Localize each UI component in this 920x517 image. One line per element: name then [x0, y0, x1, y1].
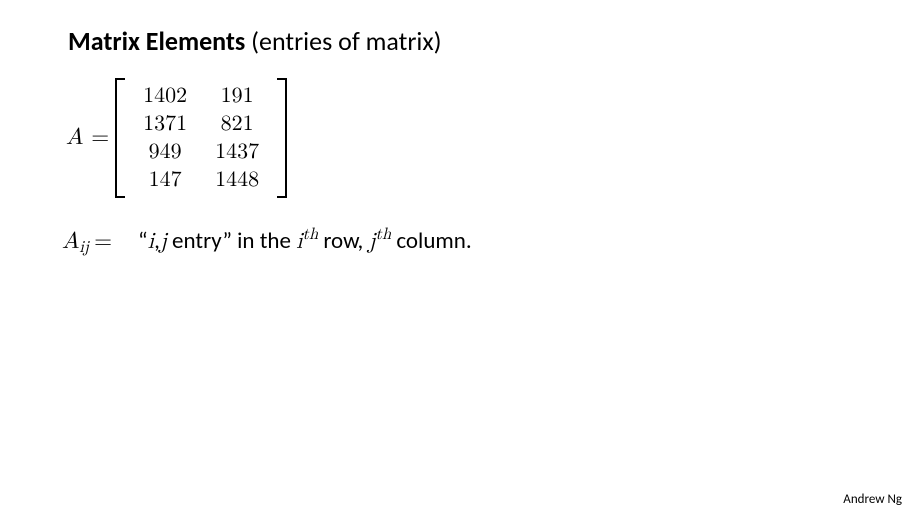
matrix-cell: 949	[129, 138, 201, 166]
table-row: 949 1437	[129, 138, 273, 166]
matrix-cell: 1437	[201, 138, 273, 166]
title-bold: Matrix Elements	[68, 25, 245, 57]
defn-entry-text: entry” in the	[167, 227, 296, 255]
element-definition: Aij = “i,j entry” in the ith row, jth co…	[62, 226, 472, 259]
matrix-equation: A = 1402 191 1371 821 949 1437 147	[66, 78, 287, 198]
matrix-cell: 1448	[201, 166, 273, 194]
defn-row-text: row,	[318, 227, 368, 255]
defn-j: j	[160, 230, 167, 253]
defn-A: A	[62, 230, 79, 253]
matrix-cell: 147	[129, 166, 201, 194]
matrix-cell: 1402	[129, 82, 201, 110]
matrix-cell: 191	[201, 82, 273, 110]
defn-th1: th	[303, 227, 319, 243]
slide-title: Matrix Elements (entries of matrix)	[68, 26, 442, 57]
footer-author: Andrew Ng	[843, 492, 902, 507]
table-row: 147 1448	[129, 166, 273, 194]
matrix-brackets: 1402 191 1371 821 949 1437 147 1448	[115, 78, 287, 198]
bracket-right	[277, 78, 287, 198]
table-row: 1402 191	[129, 82, 273, 110]
matrix-cell: 1371	[129, 110, 201, 138]
defn-open-quote: “	[138, 227, 148, 255]
matrix-eq: =	[89, 124, 115, 152]
defn-eq: =	[94, 230, 112, 253]
defn-sub-ij: ij	[79, 240, 89, 256]
matrix-table: 1402 191 1371 821 949 1437 147 1448	[129, 82, 273, 194]
slide: Matrix Elements (entries of matrix) A = …	[0, 0, 920, 517]
matrix-lhs: A	[66, 124, 89, 152]
title-rest: (entries of matrix)	[245, 25, 441, 57]
matrix-cell: 821	[201, 110, 273, 138]
defn-col-text: column.	[391, 227, 472, 255]
table-row: 1371 821	[129, 110, 273, 138]
defn-j2: j	[368, 230, 375, 253]
defn-th2: th	[376, 227, 392, 243]
bracket-left	[115, 78, 125, 198]
